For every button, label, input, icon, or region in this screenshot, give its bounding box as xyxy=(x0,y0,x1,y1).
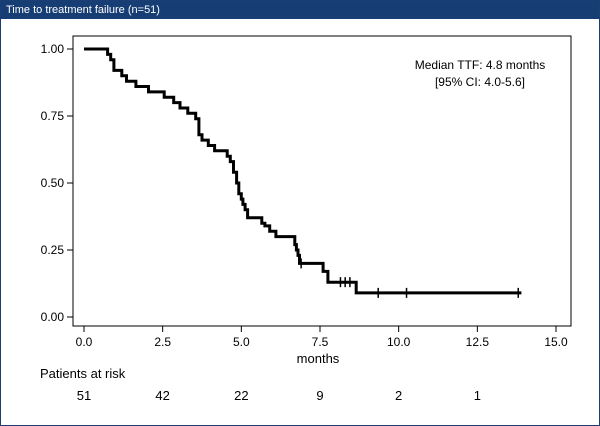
y-tick-label: 0.50 xyxy=(41,176,65,190)
y-axis: 0.00 0.25 0.50 0.75 1.00 xyxy=(41,42,73,324)
y-tick-label: 0.00 xyxy=(41,310,65,324)
x-axis: 0.0 2.5 5.0 7.5 10.0 12.5 15.0 xyxy=(76,326,568,349)
y-tick-label: 0.75 xyxy=(41,109,65,123)
x-axis-title: months xyxy=(297,351,340,366)
x-tick-label: 15.0 xyxy=(544,335,568,349)
risk-count: 22 xyxy=(234,388,248,403)
x-tick-label: 10.0 xyxy=(387,335,411,349)
risk-count: 2 xyxy=(395,388,402,403)
plot-area xyxy=(72,35,572,327)
x-tick-label: 7.5 xyxy=(312,335,329,349)
x-tick-label: 5.0 xyxy=(233,335,250,349)
annotation-ci: [95% CI: 4.0-5.6] xyxy=(435,75,525,89)
risk-table-label: Patients at risk xyxy=(40,366,126,381)
x-tick-label: 0.0 xyxy=(76,335,93,349)
risk-count: 51 xyxy=(77,388,91,403)
y-tick-label: 1.00 xyxy=(41,42,65,56)
x-tick-label: 12.5 xyxy=(466,335,490,349)
annotation-median: Median TTF: 4.8 months xyxy=(415,58,546,72)
risk-table-counts: 51 42 22 9 2 1 xyxy=(77,388,481,403)
risk-count: 9 xyxy=(316,388,323,403)
x-tick-label: 2.5 xyxy=(154,335,171,349)
censor-marks xyxy=(300,258,519,298)
risk-count: 1 xyxy=(474,388,481,403)
survival-curve xyxy=(84,47,522,295)
y-tick-label: 0.25 xyxy=(41,243,65,257)
risk-count: 42 xyxy=(155,388,169,403)
window-title: Time to treatment failure (n=51) xyxy=(1,1,599,19)
